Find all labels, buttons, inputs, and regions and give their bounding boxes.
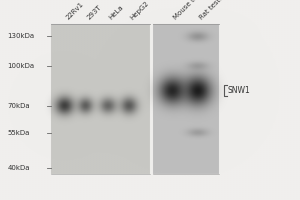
Text: Rat testis: Rat testis: [198, 0, 226, 21]
Text: 70kDa: 70kDa: [8, 103, 30, 109]
Bar: [153, 24, 219, 174]
Text: 40kDa: 40kDa: [8, 165, 30, 171]
Text: 100kDa: 100kDa: [8, 63, 34, 69]
Bar: [51, 24, 150, 174]
Text: 22Rv1: 22Rv1: [64, 1, 84, 21]
Text: HeLa: HeLa: [108, 4, 125, 21]
Text: Mouse testis: Mouse testis: [172, 0, 208, 21]
Text: 55kDa: 55kDa: [8, 130, 30, 136]
Text: SNW1: SNW1: [228, 86, 251, 95]
Text: HepG2: HepG2: [129, 0, 150, 21]
Text: 293T: 293T: [85, 4, 102, 21]
Text: 130kDa: 130kDa: [8, 33, 34, 39]
